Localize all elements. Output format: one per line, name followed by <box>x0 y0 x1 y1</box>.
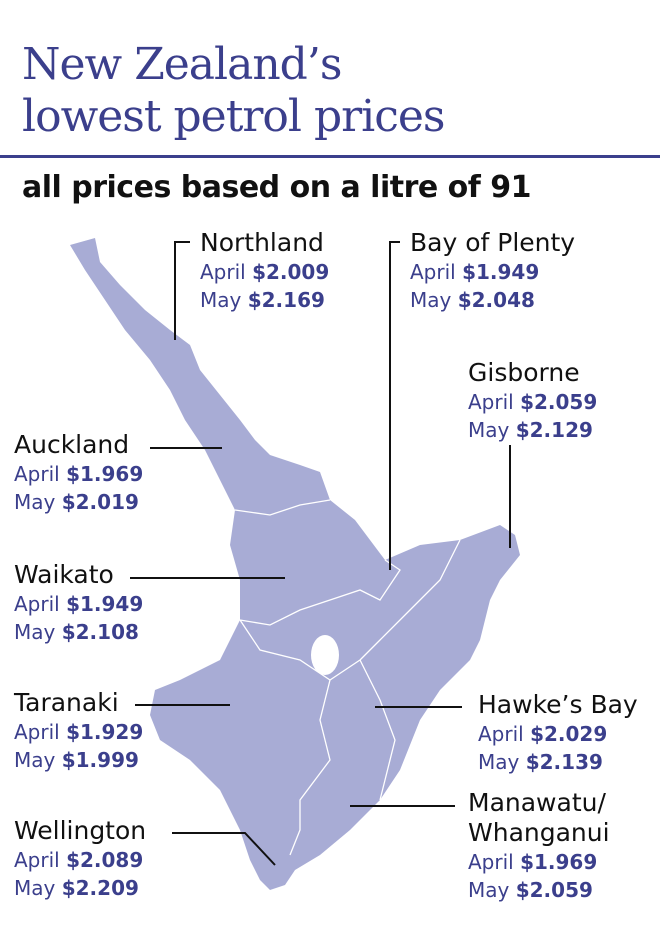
price: $2.009 <box>252 260 330 284</box>
region-label: Auckland April $1.969 May $2.019 <box>14 430 143 516</box>
price-line: May $2.209 <box>14 874 146 902</box>
price-line: April $2.009 <box>200 258 329 286</box>
price-line: May $1.999 <box>14 746 143 774</box>
subtitle: all prices based on a litre of 91 <box>22 170 532 205</box>
price: $1.999 <box>61 748 139 772</box>
region-name: Taranaki <box>14 688 119 717</box>
month-label: April <box>14 462 60 486</box>
month-label: May <box>468 878 510 902</box>
price: $2.029 <box>530 722 608 746</box>
price: $2.108 <box>61 620 139 644</box>
region-name: Gisborne <box>468 358 580 387</box>
north-island <box>70 238 520 890</box>
region-label: Bay of Plenty April $1.949 May $2.048 <box>410 228 575 314</box>
price: $2.059 <box>515 878 593 902</box>
price-line: April $1.949 <box>410 258 575 286</box>
price: $1.949 <box>66 592 144 616</box>
price-line: April $2.059 <box>468 388 597 416</box>
price: $1.929 <box>66 720 144 744</box>
price: $2.048 <box>457 288 535 312</box>
region-label: Gisborne April $2.059 May $2.129 <box>468 358 597 444</box>
rule <box>0 155 660 158</box>
month-label: April <box>410 260 456 284</box>
region-name: Whanganui <box>468 818 610 847</box>
region-name: Bay of Plenty <box>410 228 576 257</box>
month-label: April <box>478 722 524 746</box>
price: $2.089 <box>66 848 144 872</box>
region-label: Hawke’s Bay April $2.029 May $2.139 <box>478 690 638 776</box>
region-label: Taranaki April $1.929 May $1.999 <box>14 688 143 774</box>
month-label: May <box>468 418 510 442</box>
price-line: May $2.129 <box>468 416 597 444</box>
price-line: May $2.019 <box>14 488 143 516</box>
region-label: Waikato April $1.949 May $2.108 <box>14 560 143 646</box>
lake-taupo <box>311 635 339 675</box>
month-label: April <box>14 848 60 872</box>
month-label: April <box>14 720 60 744</box>
price: $2.059 <box>520 390 598 414</box>
price-line: May $2.139 <box>478 748 638 776</box>
price: $1.949 <box>462 260 540 284</box>
region-name: Auckland <box>14 430 130 459</box>
price-line: May $2.169 <box>200 286 329 314</box>
price-line: May $2.059 <box>468 876 610 904</box>
price: $2.169 <box>247 288 325 312</box>
price: $2.019 <box>61 490 139 514</box>
price: $2.129 <box>515 418 593 442</box>
region-name: Northland <box>200 228 324 257</box>
month-label: April <box>468 850 514 874</box>
month-label: May <box>14 490 56 514</box>
price: $2.209 <box>61 876 139 900</box>
region-name: Waikato <box>14 560 114 589</box>
month-label: April <box>200 260 246 284</box>
title: lowest petrol prices <box>22 91 446 142</box>
month-label: April <box>468 390 514 414</box>
region-name: Wellington <box>14 816 147 845</box>
month-label: May <box>14 748 56 772</box>
price-line: April $2.029 <box>478 720 638 748</box>
region-label: Manawatu/Whanganui April $1.969 May $2.059 <box>468 788 610 904</box>
price-line: May $2.048 <box>410 286 575 314</box>
price-line: April $1.929 <box>14 718 143 746</box>
month-label: April <box>14 592 60 616</box>
region-label: Wellington April $2.089 May $2.209 <box>14 816 146 902</box>
month-label: May <box>200 288 242 312</box>
month-label: May <box>410 288 452 312</box>
region-borders <box>234 499 461 856</box>
region-name: Manawatu/ <box>468 788 606 817</box>
month-label: May <box>478 750 520 774</box>
price: $1.969 <box>520 850 598 874</box>
price-line: April $1.969 <box>14 460 143 488</box>
leader-lines <box>130 241 511 866</box>
price-line: April $1.969 <box>468 848 610 876</box>
region-label: Northland April $2.009 May $2.169 <box>200 228 329 314</box>
price: $1.969 <box>66 462 144 486</box>
price-line: May $2.108 <box>14 618 143 646</box>
title: New Zealand’s <box>22 39 342 90</box>
price-line: April $2.089 <box>14 846 146 874</box>
region-name: Hawke’s Bay <box>478 690 638 719</box>
month-label: May <box>14 620 56 644</box>
month-label: May <box>14 876 56 900</box>
price-line: April $1.949 <box>14 590 143 618</box>
price: $2.139 <box>525 750 603 774</box>
